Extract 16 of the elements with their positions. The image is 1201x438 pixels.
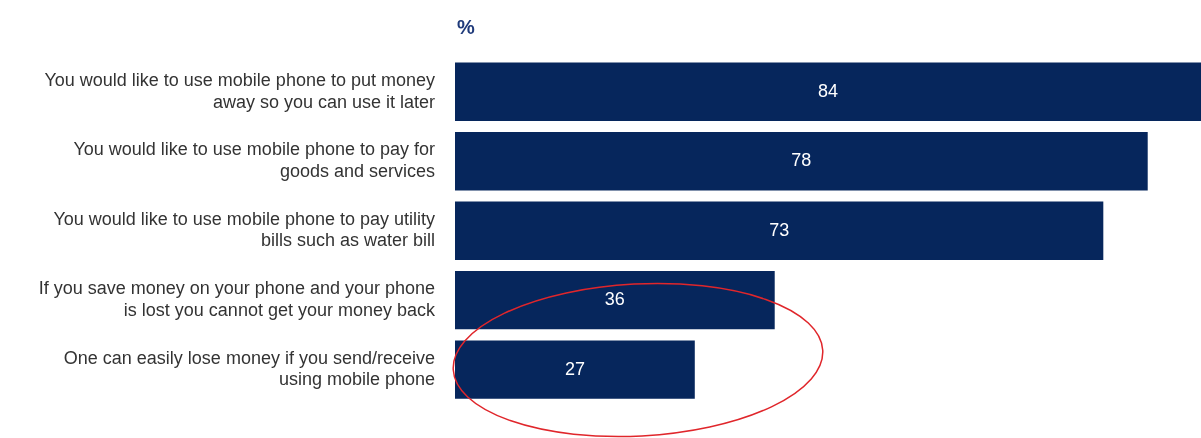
data-label: 84 xyxy=(817,80,839,101)
data-label: 27 xyxy=(564,358,585,379)
bar xyxy=(455,62,1201,121)
y-tick-label: You would like to use mobile phone to pay utility bills such as water bill xyxy=(53,208,435,251)
y-tick-label: If you save money on your phone and your phone is lost you cannot get your money back xyxy=(38,278,436,320)
bar xyxy=(455,271,775,330)
bar xyxy=(455,340,695,399)
bar xyxy=(455,201,1104,260)
y-tick-label: You would like to use mobile phone to put money away so you can use it later xyxy=(44,69,435,112)
bar xyxy=(455,132,1148,191)
chart-title: % xyxy=(457,15,475,38)
y-tick-label: One can easily lose money if you send/receive using mobile phone xyxy=(63,347,435,390)
data-label: 73 xyxy=(769,219,790,240)
data-label: 78 xyxy=(791,150,812,171)
data-label: 36 xyxy=(604,289,625,310)
y-tick-label: You would like to use mobile phone to pay for goods and services xyxy=(73,139,435,181)
